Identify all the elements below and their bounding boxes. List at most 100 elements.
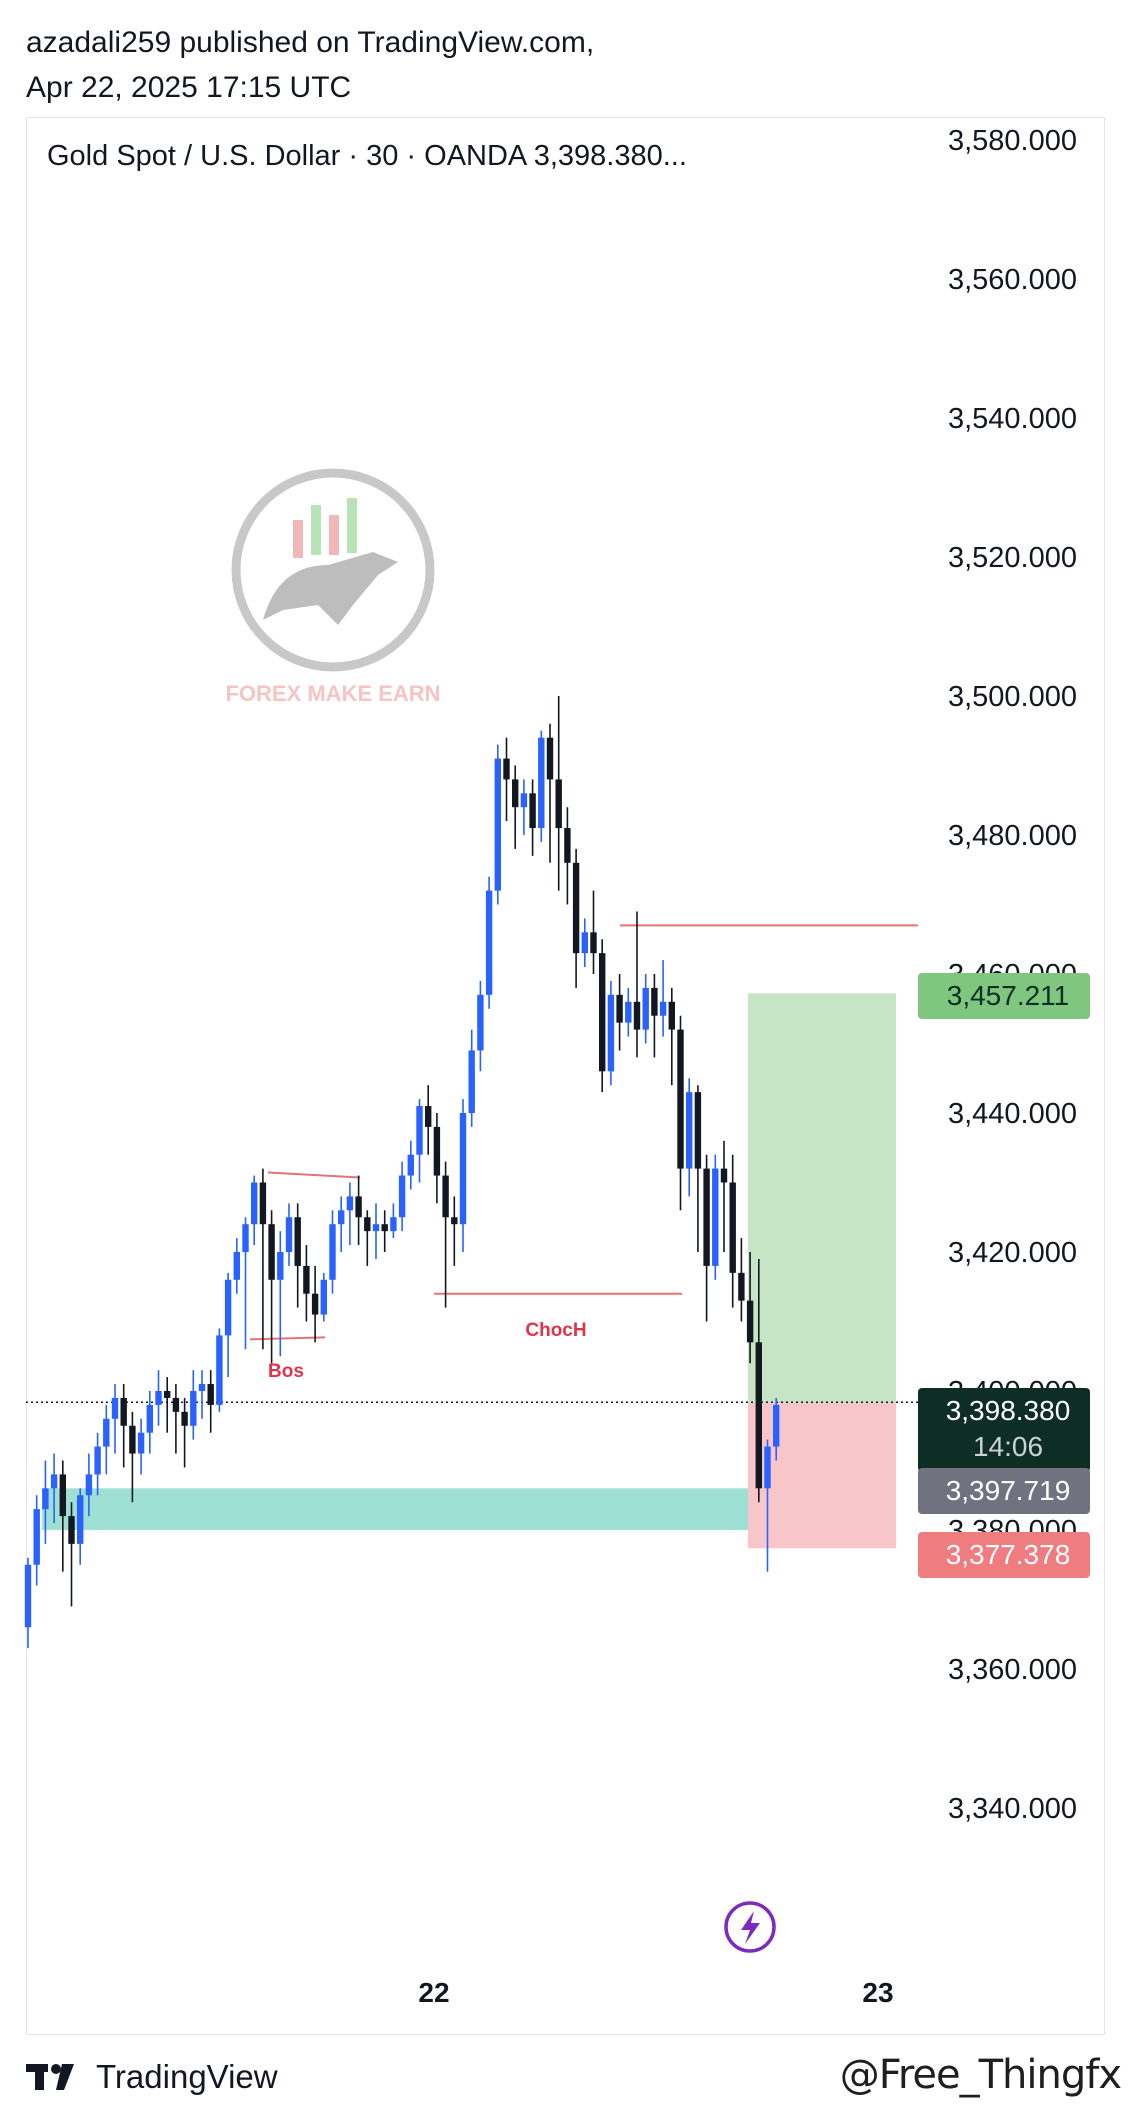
logo-candle-icon <box>329 515 339 555</box>
candle-body <box>703 1168 710 1266</box>
candle-body <box>390 1217 397 1232</box>
candle-body <box>520 793 528 808</box>
candle-body <box>773 1404 780 1447</box>
y-tick-label: 3,560.000 <box>948 264 1077 296</box>
candle-body <box>277 1252 284 1280</box>
candle-body <box>764 1446 771 1489</box>
y-tick-label: 3,360.000 <box>948 1654 1077 1686</box>
candle-body <box>355 1196 362 1218</box>
candle-body <box>85 1474 93 1496</box>
candle-body <box>546 737 554 780</box>
candle-body <box>346 1196 354 1211</box>
candle-body <box>42 1488 49 1510</box>
candle-body <box>677 1029 684 1169</box>
candle-body <box>442 1175 449 1218</box>
candle-body <box>416 1106 423 1155</box>
candle-body <box>746 1300 754 1343</box>
candle-body <box>364 1217 371 1232</box>
user-tag-watermark: @Free_Thingfx <box>839 2052 1122 2098</box>
bull-logo-icon <box>231 468 435 672</box>
candle-body <box>24 1564 32 1628</box>
lightning-icon[interactable] <box>724 1901 776 1953</box>
y-tick-label: 3,480.000 <box>948 820 1077 852</box>
candle-body <box>68 1516 75 1544</box>
candle-body <box>529 793 536 829</box>
candle-body <box>433 1126 441 1176</box>
x-tick-label: 23 <box>862 1977 893 2008</box>
swing-high-line <box>267 1171 361 1179</box>
publish-info: azadali259 published on TradingView.com,… <box>26 20 594 110</box>
bos-label: Bos <box>268 1361 304 1382</box>
demand-zone <box>42 1488 830 1530</box>
candle-body <box>425 1106 432 1127</box>
candle-body <box>338 1210 345 1225</box>
tp-price-badge-text: 3,457.211 <box>947 980 1070 1011</box>
candle-body <box>755 1342 762 1489</box>
candle-body <box>207 1384 214 1405</box>
candle-body <box>129 1425 136 1454</box>
candle-body <box>164 1391 171 1398</box>
candle-body <box>181 1411 188 1426</box>
logo-candle-icon <box>347 498 357 553</box>
current-price-badge <box>918 1388 1090 1472</box>
take-profit-zone <box>748 993 896 1403</box>
choch-label: ChocH <box>525 1320 586 1341</box>
publish-date: Apr 22, 2025 17:15 UTC <box>26 71 352 104</box>
candle-body <box>398 1175 406 1218</box>
candle-body <box>190 1391 197 1426</box>
current-price-badge-countdown: 14:06 <box>973 1431 1043 1462</box>
candle-body <box>512 779 519 808</box>
candle-body <box>233 1252 240 1280</box>
candle-body <box>572 862 580 954</box>
candle-body <box>372 1224 380 1232</box>
candle-body <box>668 1001 675 1030</box>
candle-body <box>451 1217 458 1225</box>
candle-body <box>477 994 484 1051</box>
y-tick-label: 3,580.000 <box>948 125 1077 157</box>
candle-body <box>268 1224 275 1280</box>
y-tick-label: 3,340.000 <box>948 1793 1077 1825</box>
candle-body <box>720 1168 728 1183</box>
tradingview-logo-icon <box>26 2064 74 2090</box>
candle-body <box>686 1092 693 1169</box>
candle-body <box>242 1224 249 1252</box>
candle-body <box>590 932 597 954</box>
candle-body <box>311 1293 319 1315</box>
candle-body <box>503 758 510 780</box>
candle-body <box>381 1224 388 1232</box>
candle-body <box>77 1495 84 1544</box>
candle-body <box>459 1113 467 1225</box>
sl-price-badge-text: 3,377.378 <box>946 1539 1071 1570</box>
candle-body <box>155 1391 162 1405</box>
watermark-text: FOREX MAKE EARN <box>225 681 440 706</box>
candle-body <box>50 1474 58 1489</box>
candle-body <box>607 994 615 1072</box>
tradingview-footer[interactable]: TradingView <box>26 2058 278 2096</box>
candle-body <box>329 1224 336 1280</box>
sl-price-badge <box>918 1532 1090 1578</box>
y-tick-label: 3,440.000 <box>948 1098 1077 1130</box>
candle-body <box>285 1217 293 1252</box>
candle-body <box>712 1168 719 1266</box>
candle-body <box>468 1050 475 1113</box>
candle-body <box>642 987 649 1030</box>
candle-body <box>485 890 493 995</box>
y-tick-label: 3,420.000 <box>948 1237 1077 1269</box>
candle-body <box>625 1001 632 1023</box>
candle-body <box>59 1474 66 1517</box>
candle-body <box>251 1182 258 1225</box>
stop-loss-zone <box>748 1402 896 1549</box>
candle-body <box>120 1397 127 1426</box>
y-tick-label: 3,520.000 <box>948 542 1077 574</box>
candle-body <box>224 1279 232 1336</box>
candle-body <box>633 1001 641 1030</box>
candle-body <box>259 1182 267 1225</box>
candle-body <box>33 1509 40 1565</box>
candle-body <box>103 1418 110 1447</box>
candle-body <box>111 1397 119 1419</box>
candle-body <box>172 1397 180 1412</box>
candle-body <box>216 1335 223 1405</box>
candle-body <box>494 758 501 891</box>
mid-price-badge <box>918 1468 1090 1514</box>
